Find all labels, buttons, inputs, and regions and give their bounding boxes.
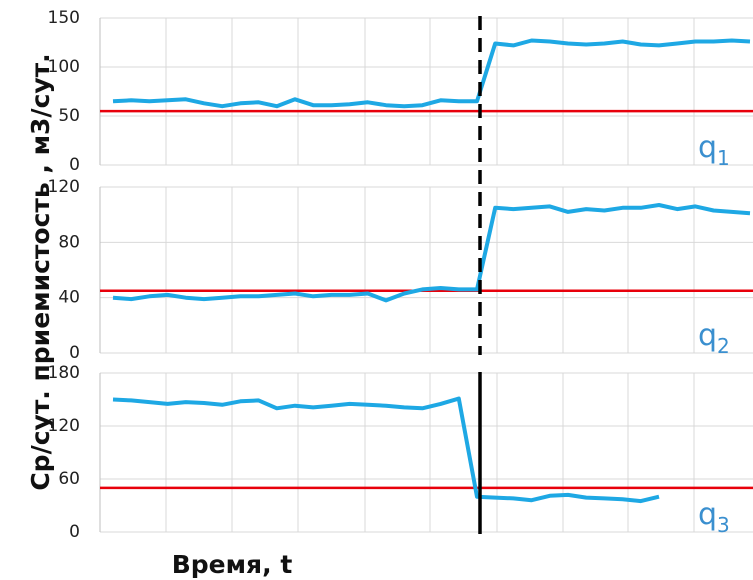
series-label: q2: [698, 318, 730, 358]
y-tick-label: 100: [48, 57, 80, 77]
series-label: q1: [698, 130, 730, 170]
data-line: [112, 396, 660, 504]
y-tick-label: 0: [69, 343, 80, 363]
series-label-main: q: [698, 318, 717, 353]
x-axis-label: Время, t: [172, 550, 293, 579]
y-tick-label: 0: [69, 522, 80, 542]
series-label: q3: [698, 497, 730, 537]
data-line: [112, 38, 751, 109]
y-tick-label: 60: [58, 469, 80, 489]
y-tick-label: 50: [58, 106, 80, 126]
y-tick-label: 0: [69, 155, 80, 175]
y-tick-label: 120: [48, 416, 80, 436]
series-label-main: q: [698, 497, 717, 532]
series-label-main: q: [698, 130, 717, 165]
series-label-sub: 1: [717, 146, 730, 170]
y-tick-label: 120: [48, 177, 80, 197]
series-label-sub: 2: [717, 334, 730, 358]
series-label-sub: 3: [717, 513, 730, 537]
y-tick-label: 40: [58, 288, 80, 308]
y-axis-label: Ср/сут. приемистость , м3/сут.: [26, 53, 55, 490]
data-line: [112, 203, 751, 303]
y-tick-label: 180: [48, 363, 80, 383]
y-tick-label: 150: [48, 8, 80, 28]
y-tick-label: 80: [58, 232, 80, 252]
